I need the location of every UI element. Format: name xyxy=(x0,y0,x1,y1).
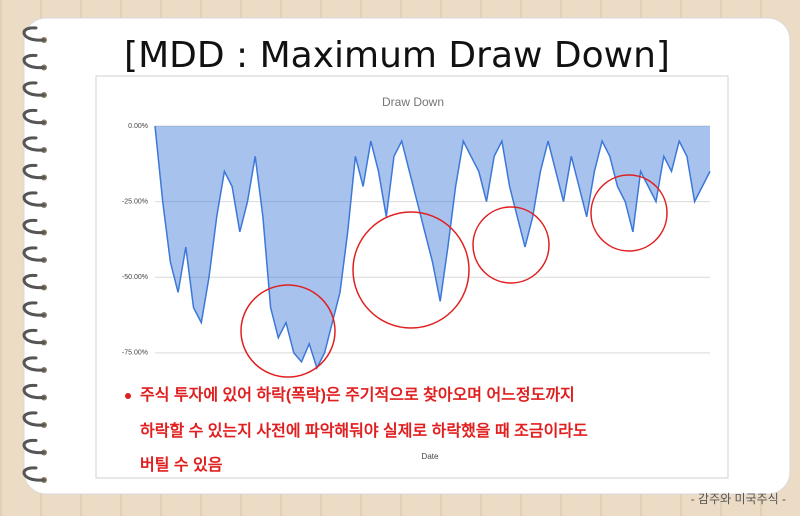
ring xyxy=(22,136,46,152)
ring xyxy=(22,383,46,400)
ring xyxy=(22,301,46,317)
ring xyxy=(22,218,46,235)
ring xyxy=(22,356,46,372)
line xyxy=(154,125,711,370)
ring xyxy=(22,191,46,207)
plot: 0.00% -25.00% -50.00% -75.00% xyxy=(122,123,711,370)
ring xyxy=(22,273,46,290)
bullet-dot xyxy=(125,393,131,399)
circle xyxy=(240,284,336,378)
slide-title: [MDD : Maximum Draw Down] xyxy=(124,35,670,76)
ring xyxy=(22,411,46,427)
annotation-circles xyxy=(240,174,668,378)
y-tick-label: -75.00% xyxy=(122,350,148,357)
x-axis-label: Date xyxy=(422,452,439,461)
ring xyxy=(22,108,46,125)
area xyxy=(155,126,710,368)
ring xyxy=(22,81,46,97)
y-tick-label: -50.00% xyxy=(122,274,148,281)
circle xyxy=(352,211,470,329)
footer: - 감주와 미국주식 - xyxy=(691,492,786,506)
circle xyxy=(590,174,668,252)
ring xyxy=(22,163,46,180)
ring xyxy=(22,26,46,42)
spiral-rings xyxy=(22,26,47,483)
y-tick-label: -25.00% xyxy=(122,198,148,205)
ring xyxy=(22,438,46,455)
y-tick-label: 0.00% xyxy=(128,123,148,130)
bullet-line: 주식 투자에 있어 하락(폭락)은 주기적으로 찾아오며 어느정도까지 xyxy=(140,385,575,404)
circle xyxy=(472,206,550,284)
ring xyxy=(22,53,46,70)
chart-title: Draw Down xyxy=(382,95,444,109)
bullet-line: 버틸 수 있음 xyxy=(140,455,223,474)
ring xyxy=(22,328,46,345)
ring xyxy=(22,466,46,482)
bullet-line: 하락할 수 있는지 사전에 파악해둬야 실제로 하락했을 때 조금이라도 xyxy=(140,421,588,440)
ring xyxy=(22,246,46,262)
